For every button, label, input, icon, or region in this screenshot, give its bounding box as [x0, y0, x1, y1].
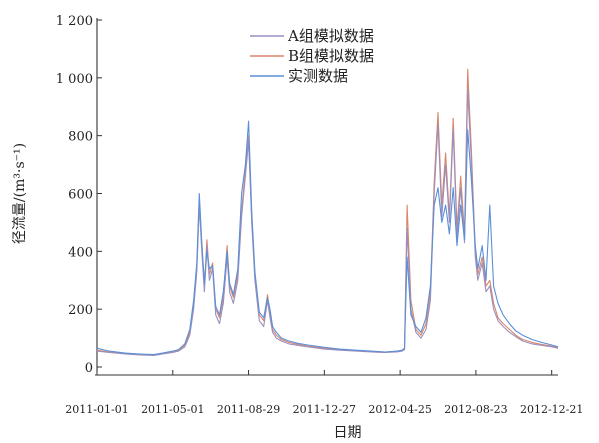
- y-axis-ticks: 0 200 400 600 800 1 000 1 200: [56, 14, 102, 376]
- series-layer: [96, 68, 559, 356]
- x-tick-label: 2012-04-25: [368, 403, 431, 416]
- x-tick-label: 2012-12-21: [520, 403, 583, 416]
- x-axis-title: 日期: [334, 425, 362, 441]
- legend-label: 实测数据: [288, 67, 348, 85]
- y-tick-label: 1 200: [56, 14, 93, 29]
- x-tick-label: 2011-05-01: [141, 403, 204, 416]
- x-tick-label: 2012-08-23: [444, 403, 507, 416]
- x-tick-label: 2011-01-01: [65, 403, 128, 416]
- y-tick-label: 800: [68, 130, 93, 145]
- x-tick-label: 2011-12-27: [293, 403, 356, 416]
- y-tick-label: 600: [68, 188, 93, 203]
- y-tick-label: 400: [68, 245, 93, 260]
- y-axis-title: 径流量/(m³·s⁻¹): [12, 143, 28, 244]
- y-tick-label: 200: [68, 303, 93, 318]
- legend-label: A组模拟数据: [287, 27, 374, 45]
- series-line-observed: [96, 120, 559, 356]
- x-tick-label: 2011-08-29: [217, 403, 280, 416]
- series-line-a: [96, 88, 559, 356]
- y-tick-label: 1 000: [56, 72, 93, 87]
- series-line-b: [96, 68, 559, 356]
- axes: [95, 18, 558, 376]
- legend-label: B组模拟数据: [288, 47, 374, 65]
- y-tick-label: 0: [85, 361, 93, 376]
- x-axis-ticks: 2011-01-01 2011-05-01 2011-08-29 2011-12-27…: [65, 370, 583, 416]
